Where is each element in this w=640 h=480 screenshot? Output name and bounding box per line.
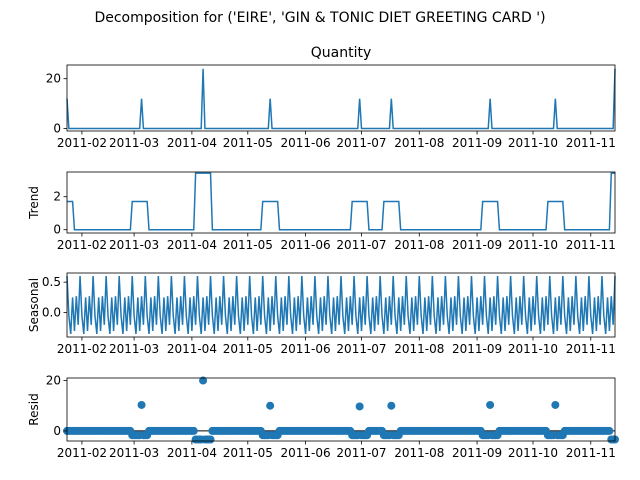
x-tick-label: 2011-02 <box>57 342 107 356</box>
resid-point <box>137 400 146 409</box>
x-tick-label: 2011-04 <box>167 238 217 252</box>
x-tick-label: 2011-04 <box>167 136 217 150</box>
x-tick-label: 2011-07 <box>336 238 386 252</box>
x-tick-label: 2011-03 <box>109 446 159 460</box>
axes-frame <box>66 272 616 338</box>
x-tick-label: 2011-11 <box>566 238 616 252</box>
axes-frame <box>66 377 616 442</box>
x-tick-label: 2011-03 <box>109 136 159 150</box>
resid-point <box>355 402 364 411</box>
x-tick-label: 2011-02 <box>57 446 107 460</box>
y-axis-label: Trend <box>27 186 41 220</box>
panel-1: 0 20 2011-02 2011-03 2011-04 2011-05 2011-06 20… <box>46 45 616 150</box>
x-tick-label: 2011-02 <box>57 238 107 252</box>
x-tick-label: 2011-11 <box>566 446 616 460</box>
panel-title: Quantity <box>311 45 372 61</box>
y-tick-label: 0 <box>53 424 61 438</box>
x-tick-label: 2011-06 <box>281 136 331 150</box>
x-tick-label: 2011-08 <box>394 446 444 460</box>
x-tick-label: 2011-04 <box>167 342 217 356</box>
x-tick-label: 2011-05 <box>223 446 273 460</box>
panel-2: 0 2 2011-02 2011-03 2011-04 2011-05 2011-06 201… <box>27 171 616 252</box>
resid-point <box>551 400 560 409</box>
resid-point <box>486 400 495 409</box>
y-tick-label: 0.5 <box>42 275 61 289</box>
x-tick-label: 2011-05 <box>223 342 273 356</box>
x-tick-label: 2011-03 <box>109 238 159 252</box>
x-tick-label: 2011-10 <box>508 446 558 460</box>
x-tick-label: 2011-09 <box>452 238 502 252</box>
x-tick-label: 2011-08 <box>394 238 444 252</box>
panel-4: 0 20 2011-02 2011-03 2011-04 2011-05 2011-06 20… <box>27 374 619 460</box>
resid-point <box>206 435 215 444</box>
y-axis-label: Seasonal <box>27 278 41 332</box>
x-tick-label: 2011-07 <box>336 446 386 460</box>
x-tick-label: 2011-09 <box>452 342 502 356</box>
x-tick-label: 2011-09 <box>452 136 502 150</box>
y-tick-label: 2 <box>53 190 61 204</box>
x-tick-label: 2011-05 <box>223 136 273 150</box>
resid-point <box>387 401 396 410</box>
x-tick-label: 2011-10 <box>508 136 558 150</box>
figure-suptitle: Decomposition for ('EIRE', 'GIN & TONIC … <box>94 10 545 26</box>
resid-point <box>266 401 275 410</box>
x-tick-label: 2011-10 <box>508 238 558 252</box>
x-tick-label: 2011-09 <box>452 446 502 460</box>
x-tick-label: 2011-08 <box>394 342 444 356</box>
x-tick-label: 2011-07 <box>336 342 386 356</box>
y-tick-label: 0 <box>53 122 61 136</box>
resid-point <box>605 426 614 435</box>
x-tick-label: 2011-06 <box>281 238 331 252</box>
x-tick-label: 2011-11 <box>566 136 616 150</box>
y-tick-label: 20 <box>46 374 61 388</box>
x-tick-label: 2011-06 <box>281 342 331 356</box>
y-tick-label: 20 <box>46 72 61 86</box>
x-tick-label: 2011-10 <box>508 342 558 356</box>
axes-frame <box>66 171 616 234</box>
x-tick-label: 2011-11 <box>566 342 616 356</box>
seasonal-series-line <box>66 276 616 335</box>
resid-point <box>189 426 198 435</box>
x-tick-label: 2011-06 <box>281 446 331 460</box>
quantity-series-line <box>66 68 616 130</box>
y-tick-label: 0 <box>53 223 61 237</box>
resid-point <box>199 376 208 385</box>
x-tick-label: 2011-05 <box>223 238 273 252</box>
trend-series-line <box>67 172 615 231</box>
axes-frame <box>66 64 616 132</box>
y-axis-label: Resid <box>27 393 41 425</box>
x-tick-label: 2011-03 <box>109 342 159 356</box>
x-tick-label: 2011-08 <box>394 136 444 150</box>
panel-3: 0.0 0.5 2011-02 2011-03 2011-04 2011-05 2011-0… <box>27 272 616 356</box>
y-tick-label: 0.0 <box>42 306 61 320</box>
x-tick-label: 2011-02 <box>57 136 107 150</box>
x-tick-label: 2011-07 <box>336 136 386 150</box>
x-tick-label: 2011-04 <box>167 446 217 460</box>
